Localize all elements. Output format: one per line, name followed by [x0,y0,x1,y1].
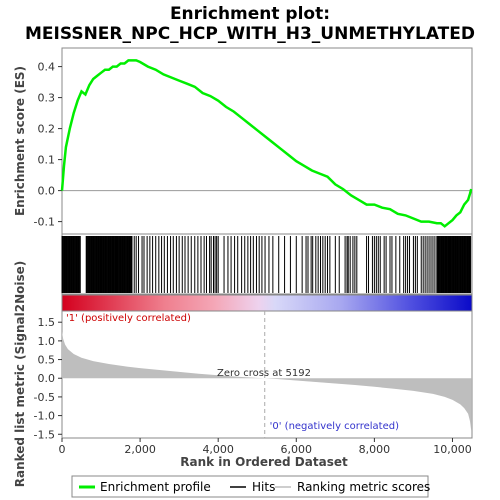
legend-label-hits: Hits [252,480,275,494]
x-tick-label: 10,000 [433,443,472,456]
legend-label-ranking-metric: Ranking metric scores [297,480,430,494]
enrichment-profile-line [60,59,473,228]
zero-cross-label: Zero cross at 5192 [217,368,311,379]
chart-title-line1: Enrichment plot: [170,4,330,24]
es-tick-label: -0.1 [34,216,55,229]
x-tick-label: 6,000 [281,443,313,456]
hit-marks [61,236,472,293]
metric-panel: -1.5 -1.0 -0.5 0.0 0.5 1.0 1.5 0 2,000 4,000 6,00… [34,310,473,456]
x-tick-label: 8,000 [359,443,391,456]
x-tick-label: 4,000 [202,443,234,456]
es-tick-label: 0.3 [38,92,56,105]
rank-color-bar [61,294,473,312]
chart-title-line2: MEISSNER_NPC_HCP_WITH_H3_UNMETHYLATED [25,24,475,44]
metric-tick-label: -1.5 [34,428,55,441]
x-axis-ticks: 0 2,000 4,000 6,000 8,000 10,000 [59,438,472,456]
negative-correlation-label: '0' (negatively correlated) [270,421,399,432]
es-tick-label: 0.1 [38,154,56,167]
es-tick-label: 0.0 [38,185,56,198]
hits-panel [61,233,473,295]
legend: Enrichment profile Hits Ranking metric s… [71,475,430,498]
x-axis-label: Rank in Ordered Dataset [180,455,348,469]
metric-tick-label: -0.5 [34,391,55,404]
es-y-ticks: -0.1 0.0 0.1 0.2 0.3 0.4 [34,61,62,229]
metric-tick-label: 0.0 [38,372,56,385]
es-tick-label: 0.4 [38,61,56,74]
x-tick-label: 2,000 [124,443,156,456]
ranking-metric-area [62,331,472,431]
metric-tick-label: -1.0 [34,410,55,423]
metric-y-ticks: -1.5 -1.0 -0.5 0.0 0.5 1.0 1.5 [34,316,62,441]
es-y-axis-label: Enrichment score (ES) [13,66,27,216]
es-panel-frame [61,47,473,235]
metric-y-axis-label: Ranked list metric (Signal2Noise) [13,261,27,488]
metric-tick-label: 0.5 [38,354,56,367]
metric-tick-label: 1.5 [38,316,56,329]
legend-frame [71,475,429,498]
es-tick-label: 0.2 [38,123,56,136]
x-tick-label: 0 [59,443,66,456]
legend-label-enrichment-profile: Enrichment profile [100,480,211,494]
es-panel: -0.1 0.0 0.1 0.2 0.3 0.4 [34,47,473,235]
metric-tick-label: 1.0 [38,335,56,348]
positive-correlation-label: '1' (positively correlated) [66,313,191,324]
